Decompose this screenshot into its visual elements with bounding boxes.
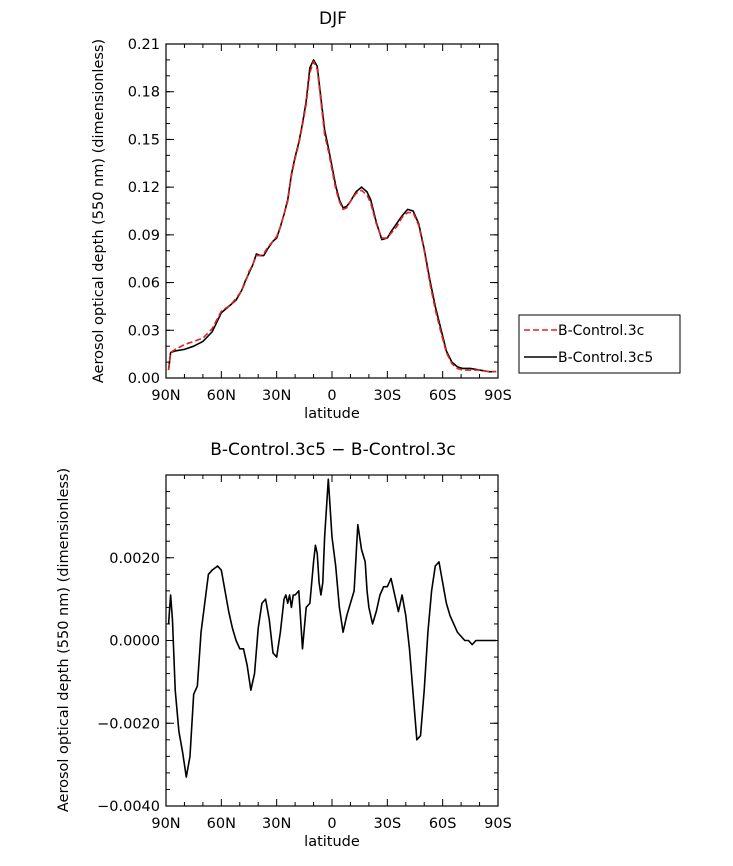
x-tick-label: 60N <box>207 388 236 404</box>
y-tick-label: −0.0040 <box>97 799 160 815</box>
x-tick-label: 30S <box>374 388 402 404</box>
bottom-chart-difference: B-Control.3c5 − B-Control.3c 90N 60N 30N 0 30… <box>56 440 512 850</box>
series-line-a <box>167 478 497 778</box>
x-tick-label: 90S <box>484 388 512 404</box>
y-tick-label: 0.09 <box>128 228 160 244</box>
y-tick-label: 0.0000 <box>109 634 160 650</box>
legend: B-Control.3c B-Control.3c5 <box>518 314 681 374</box>
y-tick-label: 0.21 <box>128 37 160 53</box>
x-tick-label: 90N <box>151 388 180 404</box>
x-tick-label: 90S <box>484 816 512 832</box>
plot-frame <box>165 43 499 379</box>
x-tick-label: 60S <box>429 388 457 404</box>
y-tick-label: 0.03 <box>128 323 160 339</box>
x-tick-label: 90N <box>151 816 180 832</box>
x-tick-label: 0 <box>327 816 336 832</box>
y-tick-label: −0.0020 <box>97 716 160 732</box>
y-tick-label: 0.15 <box>128 132 160 148</box>
y-tick-label: 0.06 <box>128 276 160 292</box>
x-axis-title: latitude <box>304 406 360 422</box>
series-line-b <box>167 59 497 373</box>
y-tick-label: 0.0020 <box>109 551 160 567</box>
chart-title: DJF <box>319 9 347 29</box>
series-line-a <box>167 60 497 373</box>
legend-label: B-Control.3c5 <box>558 350 653 366</box>
y-tick-label: 0.12 <box>128 180 160 196</box>
top-chart-djf: DJF 90N 60N 30N 0 30S 60S 90S 0.00 0.03 0.06 0.09 0.… <box>91 9 512 422</box>
x-axis-title: latitude <box>304 834 360 850</box>
y-tick-label: 0.18 <box>128 85 160 101</box>
legend-label: B-Control.3c <box>558 323 644 339</box>
x-tick-label: 0 <box>327 388 336 404</box>
y-tick-label: 0.00 <box>128 371 160 387</box>
y-axis-title: Aerosol optical depth (550 nm) (dimensio… <box>56 468 72 812</box>
y-axis-title: Aerosol optical depth (550 nm) (dimensio… <box>91 39 107 383</box>
x-tick-label: 30N <box>262 816 291 832</box>
x-tick-label: 60S <box>429 816 457 832</box>
x-tick-label: 30S <box>374 816 402 832</box>
chart-title: B-Control.3c5 − B-Control.3c <box>210 440 456 460</box>
x-tick-label: 30N <box>262 388 291 404</box>
legend-box <box>518 314 681 374</box>
x-tick-label: 60N <box>207 816 236 832</box>
